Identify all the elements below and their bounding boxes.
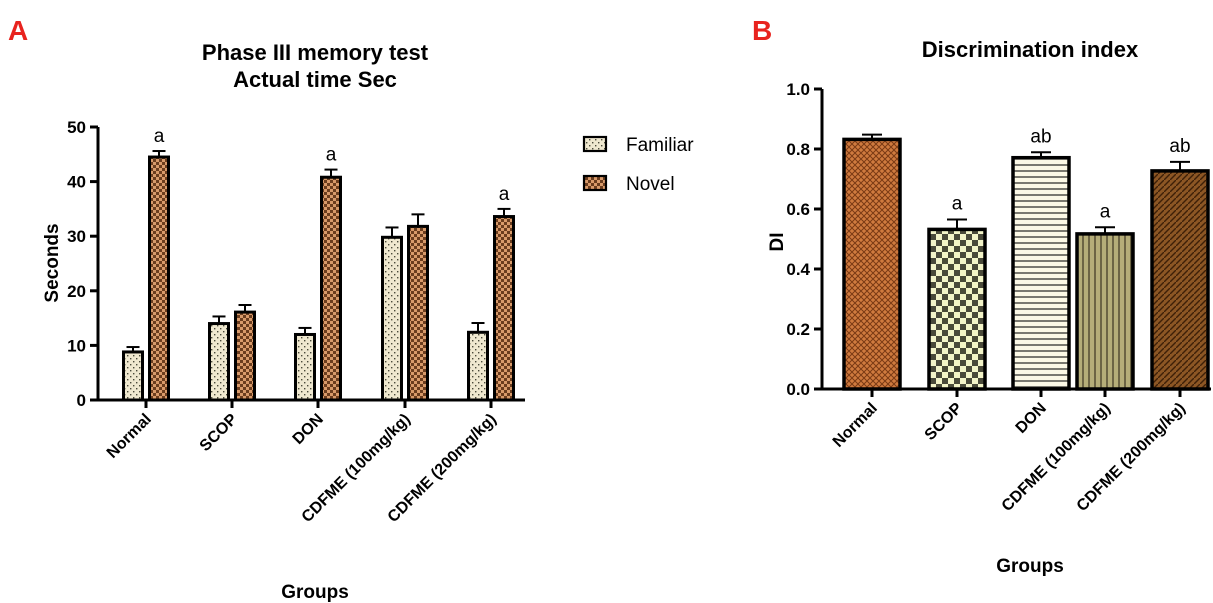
chart-a-title-line-1: Phase III memory test [202, 40, 429, 65]
chart-b-title: Discrimination index [922, 37, 1139, 62]
chart-b-x-tick-label-don: DON [1013, 400, 1050, 437]
chart-a-legend: Familiar Novel [582, 135, 694, 195]
chart-a-bar-novel-don [320, 175, 342, 402]
chart-a-bar-novel-scop [234, 310, 256, 402]
chart-a-x-tick-label-normal: Normal [104, 411, 155, 462]
chart-b-y-tick-label-1-0: 1.0 [786, 80, 810, 99]
chart-b-y-tick-label-0-8: 0.8 [786, 140, 810, 159]
chart-b-bar-normal [842, 137, 902, 391]
panel-a-letter: A [8, 15, 28, 46]
chart-b-bar-cdfme-200mg-kg-sig-label: ab [1169, 136, 1190, 157]
chart-a-bar-novel-cdfme-100mg-kg [407, 224, 429, 402]
chart-a-title-line-2: Actual time Sec [233, 67, 397, 92]
chart-b-bar-don-sig-label: ab [1030, 126, 1051, 147]
chart-a-bar-novel-don-sig-label: a [326, 145, 337, 166]
chart-a-y-tick-label-40: 40 [67, 173, 86, 192]
chart-b-y-tick-label-0-2: 0.2 [786, 320, 810, 339]
chart-b-x-tick-label-normal: Normal [830, 400, 881, 451]
chart-a-y-tick-label-50: 50 [67, 118, 86, 137]
chart-b-bar-scop [927, 227, 987, 391]
chart-b-y-axis-title: DI [767, 233, 788, 252]
legend-label-novel: Novel [626, 174, 675, 195]
chart-b-bar-scop-sig-label: a [952, 194, 963, 215]
chart-a-y-axis-title: Seconds [42, 223, 63, 302]
chart-b-bar-don [1011, 155, 1071, 391]
chart-a-x-tick-label-scop: SCOP [197, 411, 241, 455]
chart-b-y-tick-label-0-0: 0.0 [786, 380, 810, 399]
chart-a-bar-familiar-cdfme-100mg-kg [381, 235, 403, 402]
chart-a-bar-familiar-cdfme-200mg-kg [467, 330, 489, 402]
chart-a-y-tick-label-20: 20 [67, 282, 86, 301]
chart-a-bar-novel-cdfme-200mg-kg [493, 215, 515, 402]
chart-b-bar-cdfme-100mg-kg-sig-label: a [1100, 201, 1111, 222]
chart-a-y-tick-label-0: 0 [77, 391, 86, 410]
panel-b-letter: B [752, 15, 772, 46]
chart-b-y-tick-label-0-6: 0.6 [786, 200, 810, 219]
chart-a-bar-novel-cdfme-200mg-kg-sig-label: a [499, 184, 510, 205]
chart-a-x-axis-title: Groups [281, 582, 349, 603]
chart-a-y-tick-label-10: 10 [67, 336, 86, 355]
chart-a-y-tick-label-30: 30 [67, 227, 86, 246]
chart-b-y-tick-label-0-4: 0.4 [786, 260, 810, 279]
chart-b-x-axis-title: Groups [996, 556, 1064, 577]
chart-a-x-tick-label-don: DON [290, 411, 327, 448]
chart-a-bar-novel-normal [148, 155, 170, 402]
chart-a-bar-familiar-normal [122, 350, 144, 402]
legend-swatch-familiar [582, 135, 608, 153]
chart-b-bar-cdfme-100mg-kg [1075, 232, 1135, 391]
chart-a-bar-familiar-don [294, 332, 316, 402]
chart-a-bar-familiar-scop [208, 322, 230, 402]
legend-swatch-novel [582, 174, 608, 192]
chart-a-bar-novel-normal-sig-label: a [154, 126, 165, 147]
chart-b-x-tick-label-scop: SCOP [922, 400, 966, 444]
legend-label-familiar: Familiar [626, 135, 694, 156]
chart-b-bar-cdfme-200mg-kg [1150, 169, 1210, 391]
